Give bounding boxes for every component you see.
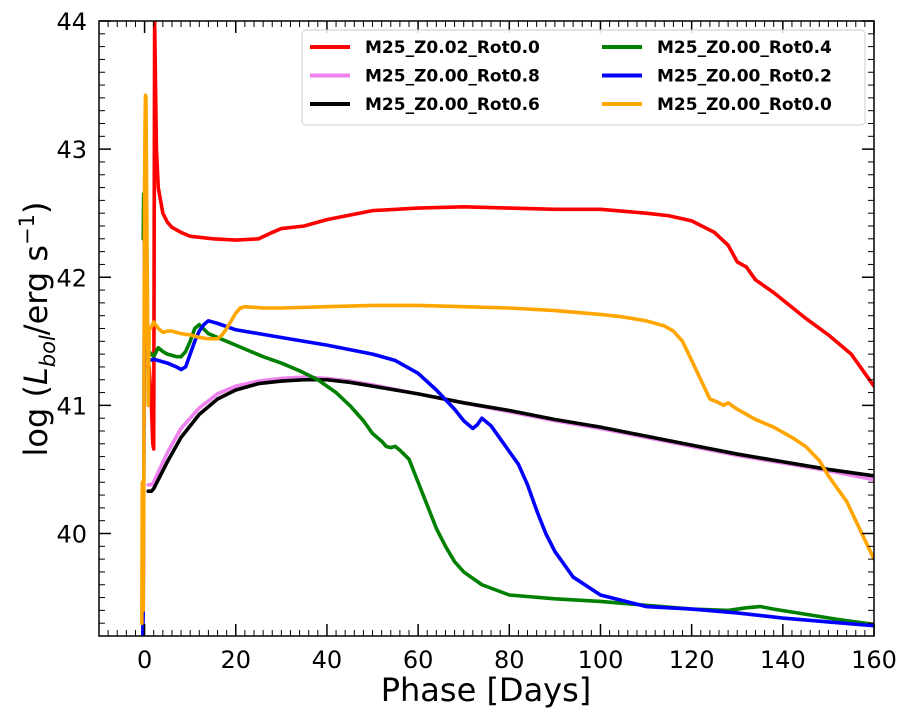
x-tick-label: 160 (851, 646, 897, 674)
series-line-5 (140, 93, 874, 625)
legend-box (301, 29, 866, 126)
y-tick-label: 44 (56, 8, 87, 36)
y-tick-label: 41 (56, 392, 87, 420)
legend-label: M25_Z0.00_Rot0.0 (657, 95, 832, 115)
y-label-superscript: −1 (15, 214, 39, 245)
y-label-symbol: L (17, 367, 55, 385)
series-line-3 (141, 192, 874, 627)
x-tick-label: 140 (760, 646, 806, 674)
legend-items: M25_Z0.02_Rot0.0 M25_Z0.00_Rot0.8 M25_Z0.0… (310, 38, 832, 115)
y-label-suffix: ) (17, 202, 55, 214)
y-label-subscript: bol (36, 335, 60, 367)
y-tick-label: 42 (56, 264, 87, 292)
y-axis-label: log (Lbol/erg s−1) (15, 202, 60, 457)
series-line-2 (146, 377, 874, 494)
legend-label: M25_Z0.00_Rot0.4 (657, 38, 832, 58)
legend-label: M25_Z0.02_Rot0.0 (365, 38, 540, 58)
series-line-4 (140, 224, 874, 636)
x-tick-label: 60 (403, 646, 434, 674)
x-tick-label: 100 (578, 646, 624, 674)
x-tick-label: 40 (312, 646, 343, 674)
x-tick-label: 80 (494, 646, 525, 674)
legend-label: M25_Z0.00_Rot0.8 (365, 67, 540, 87)
legend-label: M25_Z0.00_Rot0.2 (657, 67, 832, 87)
tick-labels: 0 20 40 60 80 100 120 140 160 40 41 42 43 44 (56, 8, 896, 674)
y-label-unit: /erg s (17, 245, 55, 335)
y-label-prefix: log ( (17, 385, 55, 456)
x-tick-label: 120 (669, 646, 715, 674)
y-tick-label: 43 (56, 136, 87, 164)
legend: M25_Z0.02_Rot0.0 M25_Z0.00_Rot0.8 M25_Z0.0… (301, 29, 866, 126)
legend-label: M25_Z0.00_Rot0.6 (365, 95, 540, 115)
x-tick-label: 0 (137, 646, 152, 674)
x-tick-label: 20 (220, 646, 251, 674)
series-layer (140, 21, 874, 636)
y-tick-label: 40 (56, 521, 87, 549)
x-axis-label: Phase [Days] (381, 671, 592, 709)
series-line-1 (146, 375, 874, 487)
series-line-0 (145, 21, 874, 451)
